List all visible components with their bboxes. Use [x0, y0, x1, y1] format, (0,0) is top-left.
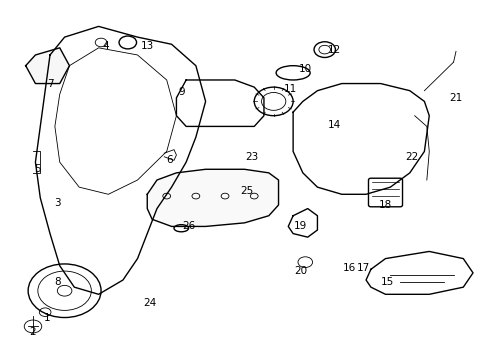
Text: 13: 13 — [141, 41, 154, 51]
Text: 23: 23 — [244, 152, 258, 162]
Text: 11: 11 — [284, 84, 297, 94]
Text: 7: 7 — [46, 78, 53, 89]
Text: 22: 22 — [405, 152, 418, 162]
Text: 4: 4 — [102, 41, 109, 51]
Text: 8: 8 — [54, 277, 61, 287]
Text: 24: 24 — [143, 298, 156, 308]
Polygon shape — [147, 169, 278, 226]
Text: 19: 19 — [293, 221, 306, 231]
Text: 17: 17 — [356, 262, 369, 273]
Text: 9: 9 — [178, 87, 184, 98]
Text: 3: 3 — [54, 198, 61, 208]
Text: 18: 18 — [378, 200, 391, 210]
Text: 1: 1 — [44, 312, 51, 323]
Text: 2: 2 — [30, 327, 36, 337]
Text: 10: 10 — [298, 64, 311, 74]
Text: 20: 20 — [293, 266, 306, 276]
Text: 21: 21 — [448, 93, 462, 103]
Text: 25: 25 — [240, 186, 253, 196]
Text: 26: 26 — [182, 221, 195, 231]
Text: 15: 15 — [381, 277, 394, 287]
Text: 5: 5 — [35, 164, 41, 174]
Text: 14: 14 — [327, 120, 340, 130]
Polygon shape — [26, 48, 69, 84]
Text: 12: 12 — [327, 45, 340, 55]
Text: 16: 16 — [342, 262, 355, 273]
Text: 6: 6 — [165, 156, 172, 165]
